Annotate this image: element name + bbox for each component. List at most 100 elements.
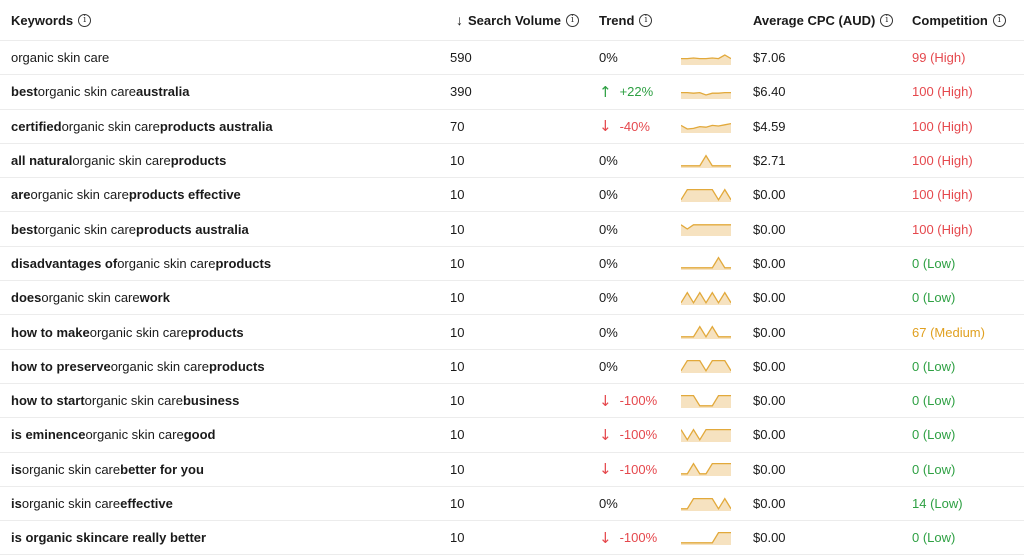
sparkline-line <box>681 325 731 339</box>
header-search-volume-label: Search Volume <box>468 12 561 28</box>
sparkline-area <box>681 258 731 271</box>
cpc-cell: $0.00 <box>753 461 786 477</box>
sparkline-line <box>681 291 731 304</box>
sparkline-line <box>681 394 731 407</box>
search-volume-cell: 10 <box>450 324 465 340</box>
arrow-up-icon: ↑ <box>599 82 612 101</box>
table-row[interactable]: certified organic skin care products aus… <box>0 110 1024 144</box>
competition-cell: 0 (Low) <box>912 290 956 306</box>
keyword-cell[interactable]: how to preserve organic skin care produc… <box>11 350 265 383</box>
table-row[interactable]: is organic skin care better for you 10 ↓ -1… <box>0 453 1024 487</box>
sparkline-cell <box>681 247 731 280</box>
sparkline-cell <box>681 418 731 451</box>
table-row[interactable]: is organic skin care effective 10 0% $0.00 1… <box>0 487 1024 522</box>
cpc-cell: $2.71 <box>753 153 786 169</box>
header-keywords[interactable]: Keywords i <box>11 0 92 40</box>
trend-sparkline <box>681 496 731 511</box>
trend-cell: 0% <box>599 144 618 177</box>
trend-sparkline <box>681 123 731 134</box>
info-icon[interactable]: i <box>880 13 894 27</box>
keyword-cell[interactable]: best organic skin care products australi… <box>11 212 249 245</box>
sparkline-line <box>681 53 731 59</box>
keyword-cell[interactable]: is organic skincare really better <box>11 521 206 554</box>
search-volume-cell: 10 <box>450 153 465 169</box>
info-icon[interactable]: i <box>565 13 579 27</box>
trend-value: -100% <box>619 393 658 409</box>
table-row[interactable]: is organic skincare really better 10 ↓ -100… <box>0 521 1024 555</box>
header-cpc[interactable]: Average CPC (AUD) i <box>753 0 894 40</box>
keyword-cell[interactable]: best organic skin care australia <box>11 75 190 108</box>
table-row[interactable]: are organic skin care products effective… <box>0 178 1024 213</box>
sparkline-area <box>681 463 731 477</box>
header-search-volume[interactable]: ↓ Search Volume i <box>456 0 579 40</box>
cpc-cell: $0.00 <box>753 290 786 306</box>
keyword-cell[interactable]: is organic skin care better for you <box>11 453 204 486</box>
cpc-cell: $0.00 <box>753 530 786 546</box>
trend-sparkline <box>681 291 731 305</box>
table-row[interactable]: best organic skin care australia 390 ↑ +22%… <box>0 75 1024 110</box>
keyword-cell[interactable]: does organic skin care work <box>11 281 170 314</box>
keyword-part: best <box>11 84 38 100</box>
competition-cell: 0 (Low) <box>912 530 956 546</box>
sparkline-area <box>681 326 731 340</box>
sparkline-cell <box>681 41 731 74</box>
info-icon[interactable]: i <box>639 13 653 27</box>
keyword-part: good <box>183 427 216 443</box>
sparkline-area <box>681 498 731 511</box>
sparkline-line <box>681 496 731 510</box>
keyword-cell[interactable]: how to start organic skin care business <box>11 384 239 417</box>
sparkline-line <box>681 462 731 475</box>
table-row[interactable]: does organic skin care work 10 0% $0.00 0 (L… <box>0 281 1024 316</box>
table-row[interactable]: how to make organic skin care products 10… <box>0 315 1024 350</box>
trend-cell: ↓ -100% <box>599 453 657 486</box>
cpc-cell: $0.00 <box>753 221 786 237</box>
sparkline-cell <box>681 178 731 211</box>
info-icon[interactable]: i <box>78 13 92 27</box>
keyword-cell[interactable]: is eminence organic skin care good <box>11 418 215 451</box>
search-volume-cell: 10 <box>450 393 465 409</box>
keyword-cell[interactable]: are organic skin care products effective <box>11 178 241 211</box>
search-volume-cell: 10 <box>450 187 465 203</box>
trend-sparkline <box>681 531 731 545</box>
keyword-part: products australia <box>159 118 273 134</box>
keyword-part: australia <box>136 84 190 100</box>
cpc-cell: $0.00 <box>753 496 786 511</box>
keyword-part: organic skin care <box>72 153 171 169</box>
sparkline-cell <box>681 110 731 143</box>
table-row[interactable]: how to start organic skin care business 1… <box>0 384 1024 419</box>
table-row[interactable]: is eminence organic skin care good 10 ↓ -10… <box>0 418 1024 453</box>
keyword-part: best <box>11 221 38 237</box>
keyword-cell[interactable]: certified organic skin care products aus… <box>11 110 273 143</box>
keyword-cell[interactable]: all natural organic skin care products <box>11 144 226 177</box>
competition-cell: 0 (Low) <box>912 461 956 477</box>
keyword-cell[interactable]: organic skin care <box>11 41 109 74</box>
table-row[interactable]: organic skin care 590 0% $7.06 99 (High) <box>0 41 1024 76</box>
search-volume-cell: 10 <box>450 290 465 306</box>
keyword-part: products <box>208 358 265 374</box>
keyword-part: products <box>170 153 227 169</box>
table-row[interactable]: how to preserve organic skin care produc… <box>0 350 1024 384</box>
trend-sparkline <box>681 394 731 408</box>
sparkline-cell <box>681 315 731 348</box>
keyword-cell[interactable]: is organic skin care effective <box>11 487 173 520</box>
keyword-cell[interactable]: how to make organic skin care products <box>11 315 244 348</box>
search-volume-cell: 590 <box>450 50 472 66</box>
header-trend-label: Trend <box>599 12 635 28</box>
keyword-part: certified <box>11 118 62 134</box>
info-icon[interactable]: i <box>992 13 1006 27</box>
table-row[interactable]: all natural organic skin care products 10… <box>0 144 1024 179</box>
header-trend[interactable]: Trend i <box>599 0 653 40</box>
cpc-cell: $0.00 <box>753 324 786 340</box>
header-competition[interactable]: Competition i <box>912 0 1006 40</box>
table-row[interactable]: disadvantages of organic skin care produ… <box>0 247 1024 282</box>
trend-value: 0% <box>599 221 618 237</box>
sparkline-area <box>681 429 731 442</box>
search-volume-cell: 10 <box>450 496 465 511</box>
keyword-part: products effective <box>128 187 241 203</box>
keyword-cell[interactable]: disadvantages of organic skin care produ… <box>11 247 271 280</box>
table-row[interactable]: best organic skin care products australi… <box>0 212 1024 247</box>
sparkline-area <box>681 123 731 134</box>
trend-sparkline <box>681 360 731 374</box>
sparkline-cell <box>681 521 731 554</box>
trend-sparkline <box>681 188 731 202</box>
